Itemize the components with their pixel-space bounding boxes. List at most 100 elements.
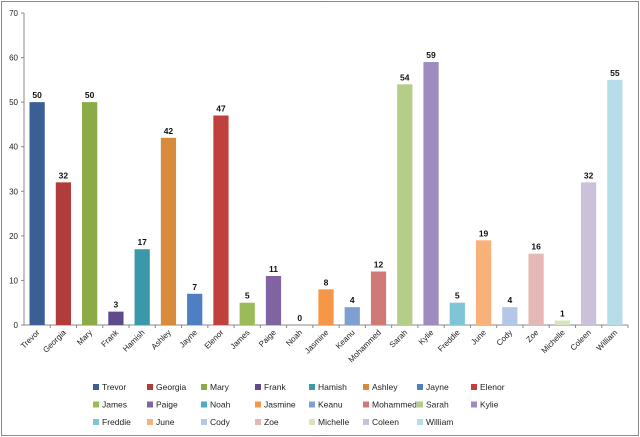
legend-item: June bbox=[147, 417, 175, 427]
legend-swatch bbox=[363, 401, 369, 408]
legend-label: Jasmine bbox=[264, 400, 296, 410]
legend-swatch bbox=[201, 401, 207, 408]
legend-label: Jayne bbox=[426, 382, 449, 392]
legend-item: Mohammed bbox=[363, 400, 417, 410]
data-label: 32 bbox=[59, 170, 69, 180]
bar-mohammed bbox=[370, 271, 387, 325]
y-tick-label: 40 bbox=[9, 143, 18, 152]
data-label: 16 bbox=[531, 242, 541, 252]
data-label: 4 bbox=[507, 295, 512, 305]
data-label: 8 bbox=[324, 277, 329, 287]
legend-label: Mary bbox=[210, 382, 230, 392]
legend-swatch bbox=[93, 419, 99, 425]
legend-item: Kylie bbox=[471, 400, 499, 410]
x-tick-label: Ashley bbox=[150, 328, 173, 351]
legend-item: James bbox=[93, 400, 127, 410]
legend-label: Ashley bbox=[372, 382, 398, 392]
legend-swatch bbox=[93, 384, 99, 390]
legend-label: William bbox=[426, 417, 453, 427]
data-label: 5 bbox=[245, 291, 250, 301]
legend-swatch bbox=[309, 401, 315, 408]
x-tick-label: Coleen bbox=[569, 328, 593, 352]
legend-swatch bbox=[309, 384, 315, 390]
legend-swatch bbox=[147, 384, 153, 390]
legend-label: Hamish bbox=[318, 382, 347, 392]
x-tick-label: William bbox=[595, 328, 620, 353]
legend-item: Noah bbox=[201, 400, 231, 410]
bar-hamish bbox=[134, 249, 150, 325]
legend-item: Ashley bbox=[363, 382, 398, 392]
bar-frank bbox=[108, 311, 124, 325]
legend-swatch bbox=[471, 384, 477, 390]
legend-swatch bbox=[363, 419, 369, 425]
bar-jayne bbox=[187, 293, 203, 325]
bottom-resize-handle[interactable] bbox=[317, 434, 327, 437]
x-tick-label: Georgia bbox=[41, 328, 68, 355]
x-tick-label: Jasmine bbox=[303, 328, 331, 356]
x-tick-label: Sarah bbox=[388, 328, 409, 349]
legend-item: Frank bbox=[255, 382, 286, 392]
data-label: 3 bbox=[114, 300, 119, 310]
bar-mary bbox=[82, 102, 98, 326]
legend-swatch bbox=[147, 401, 153, 408]
bar-michelle bbox=[554, 320, 570, 325]
bar-georgia bbox=[55, 182, 72, 325]
x-tick-label: Noah bbox=[284, 328, 304, 348]
x-tick-label: Paige bbox=[257, 328, 278, 349]
legend-label: Kylie bbox=[480, 400, 499, 410]
legend-swatch bbox=[201, 419, 207, 425]
legend-item: Freddie bbox=[93, 417, 131, 427]
bar-ashley bbox=[160, 137, 177, 325]
data-label: 59 bbox=[426, 50, 436, 60]
legend-item: Trevor bbox=[93, 382, 126, 392]
x-tick-label: Jayne bbox=[178, 328, 200, 350]
x-tick-label: Zoe bbox=[524, 328, 541, 345]
bar-kylie bbox=[423, 62, 439, 326]
legend-label: Michelle bbox=[318, 417, 349, 427]
data-label: 11 bbox=[269, 264, 278, 274]
y-tick-label: 60 bbox=[9, 54, 18, 63]
legend-label: Mohammed bbox=[372, 400, 417, 410]
x-tick-label: Cody bbox=[495, 328, 515, 348]
legend-swatch bbox=[255, 401, 261, 408]
data-label: 0 bbox=[297, 313, 302, 323]
legend-swatch bbox=[471, 401, 477, 408]
bar-trevor bbox=[29, 102, 45, 326]
legend-item: Zoe bbox=[255, 417, 279, 427]
x-tick-label: Trevor bbox=[19, 328, 42, 351]
data-label: 12 bbox=[374, 260, 384, 270]
data-label: 1 bbox=[560, 309, 565, 319]
legend-item: Hamish bbox=[309, 382, 347, 392]
x-tick-label: Frank bbox=[100, 327, 122, 349]
y-tick-label: 10 bbox=[9, 276, 18, 285]
data-label: 42 bbox=[164, 126, 174, 136]
legend-swatch bbox=[93, 401, 99, 408]
legend-item: Coleen bbox=[363, 417, 399, 427]
legend-label: Freddie bbox=[102, 417, 131, 427]
data-label: 55 bbox=[610, 68, 620, 78]
legend-label: Trevor bbox=[102, 382, 126, 392]
data-label: 50 bbox=[32, 90, 42, 100]
legend-swatch bbox=[255, 384, 261, 390]
top-resize-handle[interactable] bbox=[317, 0, 327, 3]
legend-item: Michelle bbox=[309, 417, 349, 427]
data-label: 17 bbox=[137, 237, 147, 247]
legend-swatch bbox=[255, 419, 261, 425]
legend-item: Georgia bbox=[147, 382, 187, 392]
bar-paige bbox=[265, 275, 282, 325]
legend-item: Keanu bbox=[309, 400, 343, 410]
bar-jasmine bbox=[318, 289, 334, 325]
x-tick-label: Mary bbox=[75, 328, 94, 347]
legend-label: Coleen bbox=[372, 417, 399, 427]
bar-june bbox=[475, 240, 492, 325]
x-tick-label: Kylie bbox=[417, 328, 436, 347]
legend-label: Keanu bbox=[318, 400, 343, 410]
data-label: 47 bbox=[216, 104, 226, 114]
legend-label: James bbox=[102, 400, 127, 410]
data-label: 5 bbox=[455, 291, 460, 301]
bar-elenor bbox=[213, 115, 229, 325]
bar-william bbox=[607, 79, 623, 325]
legend-swatch bbox=[417, 384, 423, 390]
x-tick-label: Freddie bbox=[436, 328, 462, 354]
